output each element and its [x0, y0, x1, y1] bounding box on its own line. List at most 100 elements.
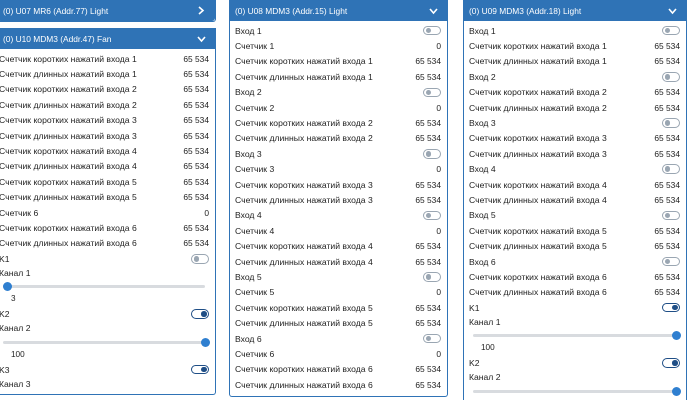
row-label: Счетчик коротких нажатий входа 6: [0, 222, 137, 233]
input-row: Вход 1: [469, 23, 680, 38]
row-label: Счетчик коротких нажатий входа 1: [469, 41, 607, 52]
row-value: 65 534: [183, 176, 209, 187]
counter-row: Счетчик коротких нажатий входа 6 65 534: [0, 220, 209, 235]
counter-row: Счетчик коротких нажатий входа 4 65 534: [0, 143, 209, 158]
row-value: 0: [436, 287, 441, 298]
row-label: Счетчик коротких нажатий входа 4: [469, 179, 607, 190]
panel-u10: (0) U10 MDM3 (Addr.47) Fan Счетчик корот…: [0, 28, 216, 396]
counter-row: Счетчик длинных нажатий входа 5 65 534: [0, 190, 209, 205]
channel-label: Канал 1: [469, 316, 501, 327]
row-label: Счетчик коротких нажатий входа 6: [469, 271, 607, 282]
panel-header-u10[interactable]: (0) U10 MDM3 (Addr.47) Fan: [0, 28, 215, 49]
input-toggle[interactable]: [662, 118, 680, 128]
chevron-down-icon[interactable]: [195, 33, 207, 45]
counter-row: Счетчик длинных нажатий входа 5 65 534: [235, 315, 441, 330]
row-value: 65 534: [183, 146, 209, 157]
input-toggle[interactable]: [423, 210, 441, 221]
input-toggle[interactable]: [423, 25, 441, 36]
row-label: Счетчик длинных нажатий входа 6: [0, 238, 137, 249]
panel-u07: (0) U07 MR6 (Addr.77) Light: [0, 0, 216, 22]
counter-row: Счетчик коротких нажатий входа 2 65 534: [0, 82, 209, 97]
slider-value: 100: [481, 343, 495, 353]
row-value: 65 534: [183, 99, 209, 110]
counter-row: Счетчик коротких нажатий входа 6 65 534: [469, 269, 680, 284]
relay-toggle[interactable]: [191, 254, 209, 264]
counter-row: Счетчик коротких нажатий входа 6 65 534: [235, 362, 441, 377]
counter-row: Счетчик коротких нажатий входа 3 65 534: [0, 113, 209, 128]
row-label: Счетчик 4: [235, 225, 275, 236]
row-value: 65 534: [415, 256, 441, 267]
panel-title: (0) U07 MR6 (Addr.77) Light: [3, 5, 109, 16]
slider-knob[interactable]: [671, 331, 681, 341]
relay-row: K1: [0, 251, 209, 266]
relay-toggle[interactable]: [662, 302, 680, 313]
row-label: Счетчик длинных нажатий входа 3: [469, 148, 607, 159]
input-toggle[interactable]: [662, 210, 680, 221]
slider-knob[interactable]: [2, 282, 12, 292]
input-toggle[interactable]: [423, 272, 441, 282]
relay-toggle[interactable]: [191, 309, 209, 319]
panel-header-u07[interactable]: (0) U07 MR6 (Addr.77) Light: [0, 0, 215, 21]
counter-row: Счетчик длинных нажатий входа 4 65 534: [0, 159, 209, 174]
panel-header-u09[interactable]: (0) U09 MDM3 (Addr.18) Light: [464, 0, 686, 21]
row-value: 65 534: [415, 118, 441, 129]
row-label: Вход 5: [469, 210, 496, 221]
slider-track[interactable]: [473, 334, 676, 338]
chevron-down-icon[interactable]: [427, 5, 439, 17]
counter-row: Счетчик длинных нажатий входа 4 65 534: [469, 192, 680, 207]
slider-track[interactable]: [473, 389, 676, 393]
chevron-down-icon[interactable]: [666, 5, 678, 17]
row-value: 0: [204, 207, 209, 218]
panel-body: Счетчик коротких нажатий входа 1 65 534 Сч…: [0, 49, 215, 394]
column-fan: (0) U07 MR6 (Addr.77) Light (0) U10 MDM3…: [0, 0, 216, 400]
row-value: 65 534: [415, 179, 441, 190]
row-label: Счетчик длинных нажатий входа 3: [235, 194, 373, 205]
slider-track[interactable]: [3, 285, 205, 289]
counter-row: Счетчик длинных нажатий входа 4 65 534: [235, 254, 441, 269]
input-toggle[interactable]: [662, 164, 680, 174]
input-toggle[interactable]: [662, 256, 680, 267]
counter-row: Счетчик длинных нажатий входа 3 65 534: [0, 128, 209, 143]
row-value: 65 534: [415, 194, 441, 205]
row-value: 65 534: [654, 194, 680, 205]
input-toggle[interactable]: [423, 87, 441, 97]
counter-row: Счетчик коротких нажатий входа 5 65 534: [235, 300, 441, 315]
row-label: Вход 4: [469, 164, 496, 175]
relay-label: K3: [0, 364, 10, 375]
row-label: Счетчик 2: [235, 102, 275, 113]
row-label: Счетчик длинных нажатий входа 5: [235, 318, 373, 329]
relay-label: K1: [0, 253, 10, 264]
row-label: Счетчик длинных нажатий входа 1: [235, 71, 373, 82]
relay-row: K3: [0, 362, 209, 377]
input-toggle[interactable]: [662, 72, 680, 82]
row-value: 0: [436, 102, 441, 113]
relay-toggle[interactable]: [191, 364, 209, 375]
row-value: 65 534: [183, 115, 209, 126]
counter-row: Счетчик длинных нажатий входа 6 65 534: [235, 377, 441, 392]
counter-row: Счетчик длинных нажатий входа 1 65 534: [235, 69, 441, 84]
slider-track[interactable]: [3, 340, 205, 344]
input-toggle[interactable]: [423, 333, 441, 344]
input-row: Вход 2: [235, 85, 441, 100]
input-toggle[interactable]: [423, 149, 441, 159]
panel-header-u08[interactable]: (0) U08 MDM3 (Addr.15) Light: [230, 0, 447, 21]
channel-label-row: Канал 2: [0, 322, 209, 335]
channel-slider[interactable]: [469, 328, 681, 343]
slider-value: 3: [11, 294, 16, 304]
input-toggle[interactable]: [662, 25, 680, 36]
relay-toggle[interactable]: [662, 358, 680, 368]
channel-slider[interactable]: [0, 279, 209, 294]
slider-knob[interactable]: [671, 386, 681, 396]
row-label: Счетчик длинных нажатий входа 2: [0, 99, 137, 110]
counter-row: Счетчик 5 0: [235, 285, 441, 300]
chevron-right-icon[interactable]: [195, 5, 207, 17]
slider-knob[interactable]: [200, 337, 210, 347]
channel-slider[interactable]: [0, 335, 210, 350]
row-label: Счетчик коротких нажатий входа 5: [235, 302, 373, 313]
channel-label: Канал 1: [0, 267, 31, 278]
counter-row: Счетчик длинных нажатий входа 2 65 534: [0, 97, 209, 112]
input-row: Вход 6: [235, 331, 441, 346]
counter-row: Счетчик коротких нажатий входа 4 65 534: [469, 177, 680, 192]
input-row: Вход 3: [469, 115, 680, 130]
channel-slider[interactable]: [469, 384, 681, 399]
